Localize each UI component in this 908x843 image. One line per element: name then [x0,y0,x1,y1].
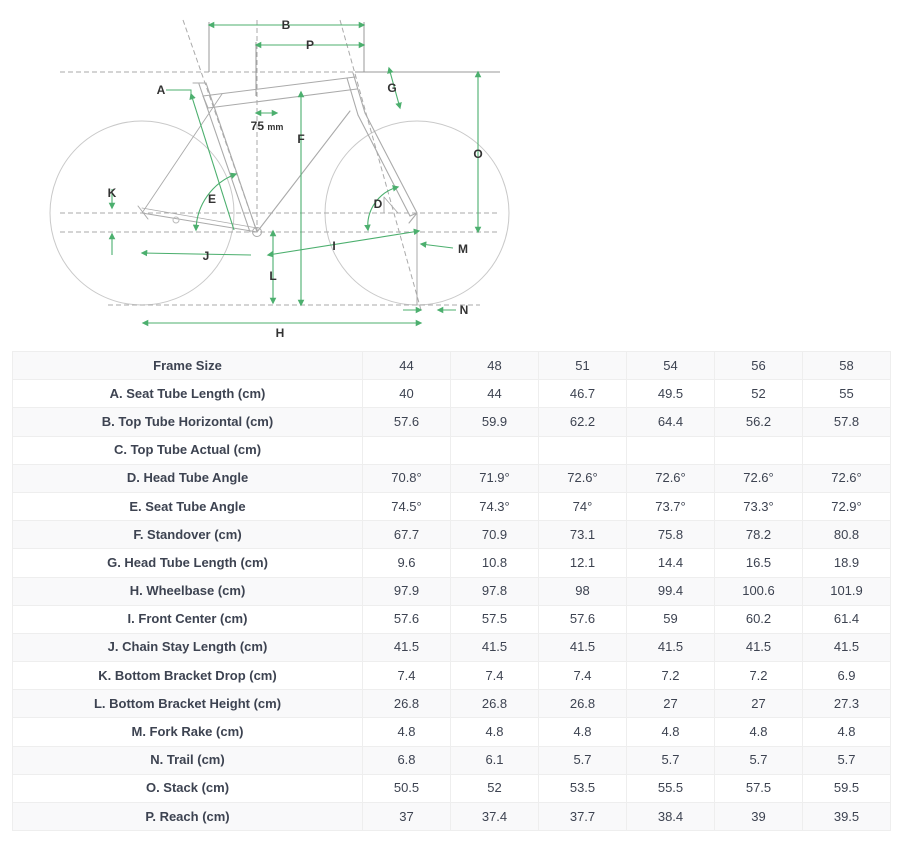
svg-text:K: K [108,186,117,200]
svg-text:P: P [306,38,314,52]
svg-text:H: H [276,326,285,340]
svg-text:F: F [297,132,304,146]
svg-text:N: N [460,303,469,317]
svg-text:M: M [458,242,468,256]
svg-text:E: E [208,192,216,206]
svg-text:J: J [203,249,210,263]
svg-text:O: O [473,147,482,161]
svg-text:I: I [332,239,335,253]
svg-text:L: L [269,269,276,283]
svg-text:D: D [374,197,383,211]
svg-text:75 mm: 75 mm [251,119,284,133]
svg-text:G: G [387,81,396,95]
svg-text:A: A [157,83,166,97]
svg-text:B: B [282,18,291,32]
